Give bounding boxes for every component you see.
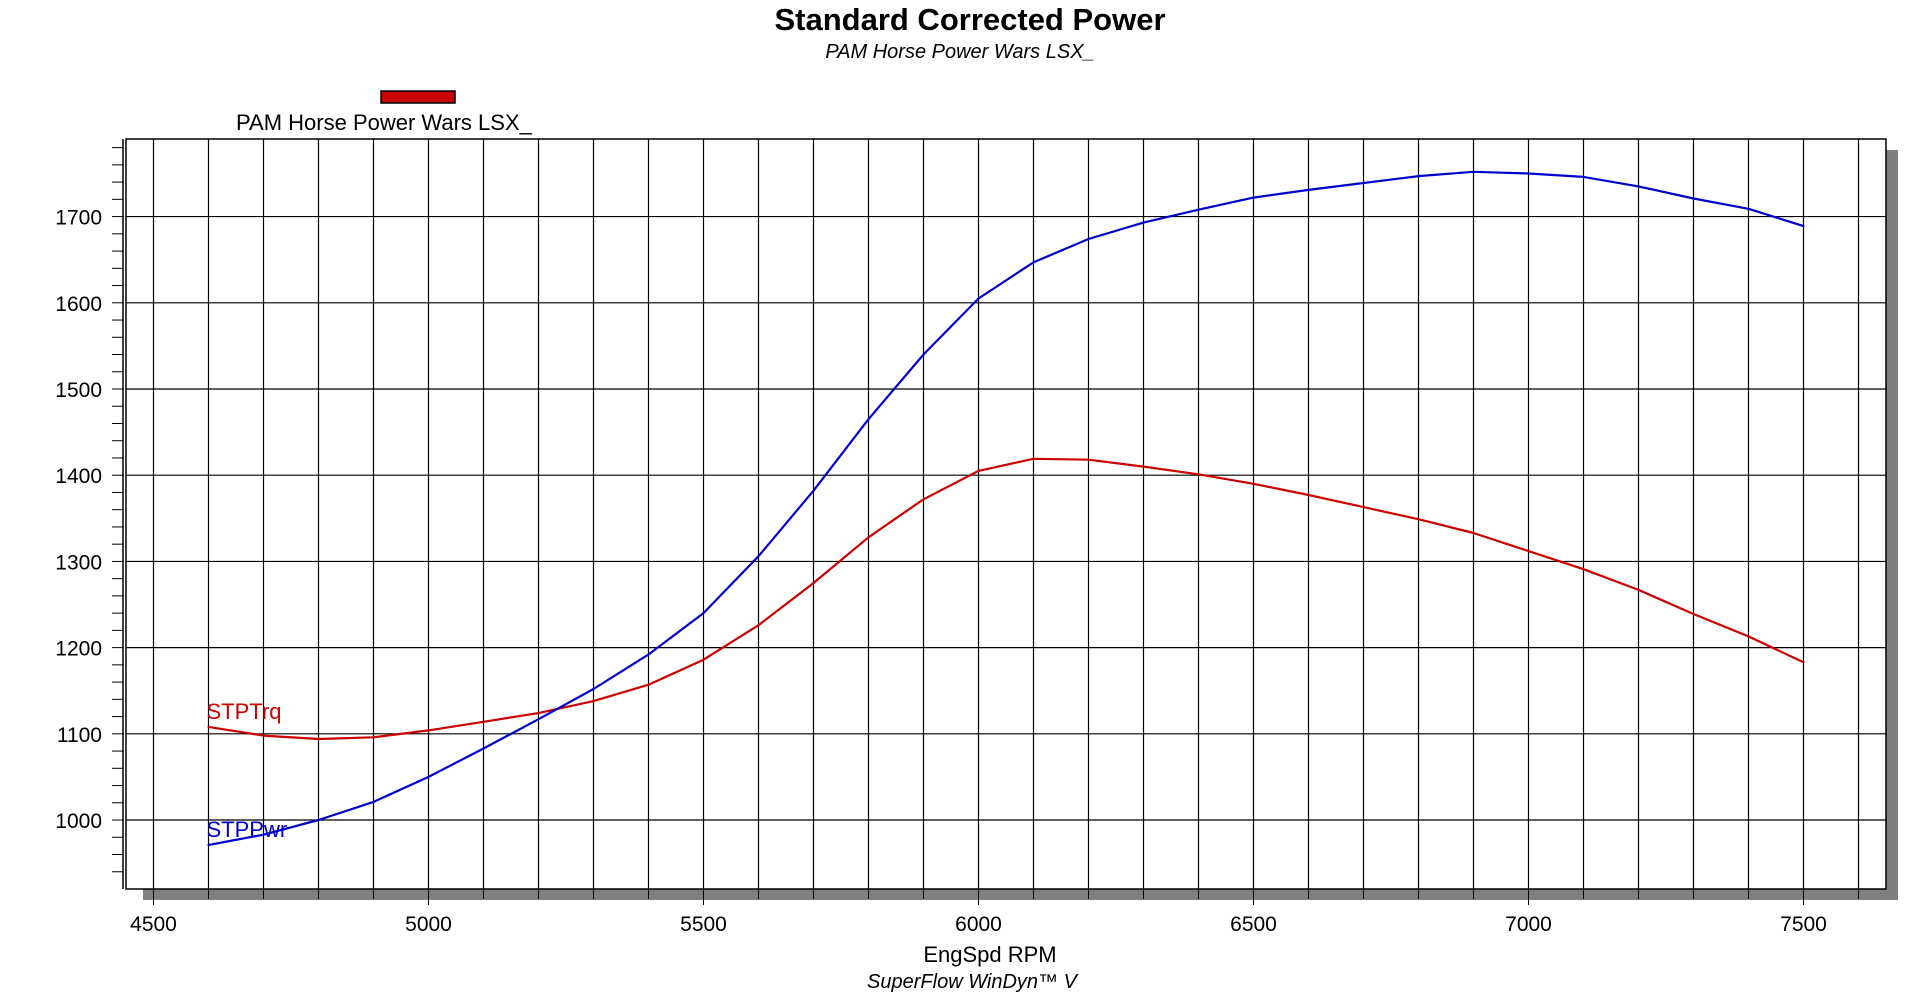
x-tick-label: 5000 [405, 913, 452, 936]
y-tick-label: 1000 [55, 810, 102, 833]
series-label-stptrq: STPTrq [207, 699, 282, 724]
series-label-stppwr: STPPwr [207, 817, 288, 842]
y-tick-label: 1100 [57, 724, 102, 747]
footer-text: SuperFlow WinDyn™ V [867, 971, 1079, 993]
series-layer [207, 170, 1805, 847]
y-tick-label: 1500 [55, 379, 102, 402]
y-tick-label: 1400 [55, 465, 102, 488]
series-line-stppwr [207, 170, 1805, 847]
plot-area [125, 138, 1887, 890]
x-tick-label: 4500 [130, 913, 177, 936]
series-line-stptrq [207, 457, 1805, 741]
y-tick-label: 1600 [55, 293, 102, 316]
x-tick-label: 7000 [1505, 913, 1552, 936]
y-tick-label: 1700 [55, 207, 102, 230]
tick-labels: 1000 1100 1200 1300 1400 1500 1600 1700 4500 5000… [55, 207, 1827, 936]
chart-title: Standard Corrected Power [774, 2, 1165, 37]
chart-subtitle: PAM Horse Power Wars LSX_ [825, 41, 1094, 63]
legend-swatch [380, 90, 456, 104]
x-tick-label: 7500 [1780, 913, 1827, 936]
grid [112, 139, 1886, 905]
x-tick-label: 6500 [1230, 913, 1277, 936]
x-axis-label: EngSpd RPM [923, 942, 1056, 967]
y-tick-label: 1300 [55, 551, 102, 574]
legend: PAM Horse Power Wars LSX_ [236, 90, 533, 135]
y-tick-label: 1200 [55, 638, 102, 661]
series-labels: STPTrq STPPwr [207, 699, 288, 842]
legend-label: PAM Horse Power Wars LSX_ [236, 110, 533, 135]
x-tick-label: 5500 [680, 913, 727, 936]
x-tick-label: 6000 [955, 913, 1002, 936]
